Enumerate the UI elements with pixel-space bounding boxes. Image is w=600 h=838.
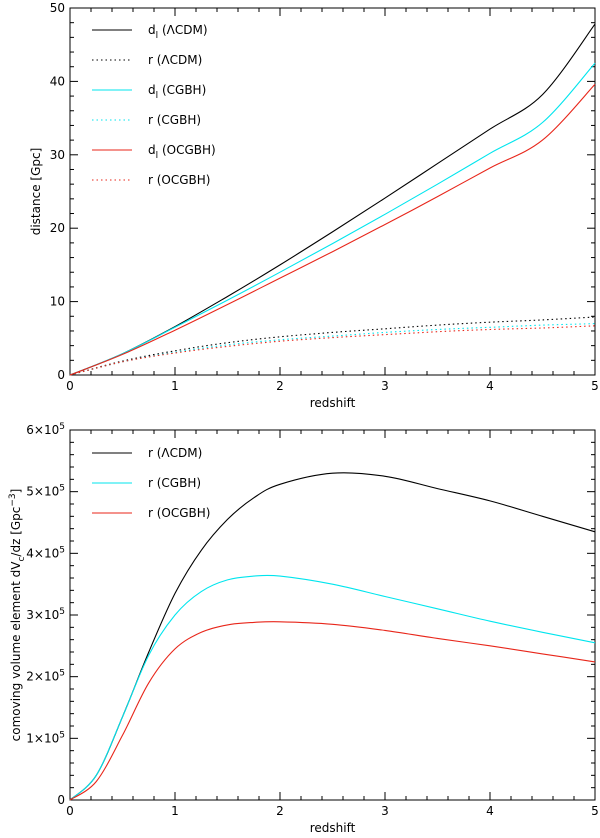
y-tick-label: 30 (50, 148, 65, 162)
y-tick-label: 6×105 (26, 422, 65, 437)
y-axis-title: comoving volume element dVc/dz [Gpc−3] (8, 489, 27, 742)
x-tick-label: 3 (381, 379, 389, 393)
y-tick-label: 2×105 (26, 669, 65, 684)
x-tick-label: 1 (171, 804, 179, 818)
y-tick-label: 3×105 (26, 607, 65, 622)
y-tick-label: 50 (50, 1, 65, 15)
y-tick-label: 0 (57, 793, 65, 807)
x-tick-label: 3 (381, 804, 389, 818)
series-line-3 (69, 323, 596, 376)
x-tick-label: 0 (66, 379, 74, 393)
y-tick-label: 4×105 (26, 545, 65, 560)
legend-label: r (CGBH) (148, 476, 201, 490)
legend-label: r (ΛCDM) (148, 53, 202, 67)
series-line-0 (69, 472, 596, 801)
series-line-5 (69, 325, 596, 376)
plot-frame (69, 7, 596, 376)
series-line-4 (69, 83, 596, 376)
y-tick-label: 1×105 (26, 730, 65, 745)
legend-label: dl (ΛCDM) (148, 23, 208, 41)
y-tick-label: 20 (50, 221, 65, 235)
series-line-0 (69, 23, 596, 376)
series-line-2 (69, 62, 596, 376)
legend-label: r (OCGBH) (148, 173, 211, 187)
y-axis-title: distance [Gpc] (29, 148, 43, 236)
x-tick-label: 4 (486, 379, 494, 393)
x-tick-label: 2 (276, 804, 284, 818)
y-tick-label: 5×105 (26, 484, 65, 499)
legend-label: dl (CGBH) (148, 83, 206, 101)
legend-label: dl (OCGBH) (148, 143, 216, 161)
legend-label: r (ΛCDM) (148, 446, 202, 460)
x-tick-label: 0 (66, 804, 74, 818)
series-line-1 (69, 316, 596, 376)
x-tick-label: 4 (486, 804, 494, 818)
x-tick-label: 5 (591, 379, 599, 393)
y-tick-label: 10 (50, 295, 65, 309)
x-tick-label: 1 (171, 379, 179, 393)
legend-label: r (CGBH) (148, 113, 201, 127)
series-line-2 (69, 621, 596, 801)
legend-label: r (OCGBH) (148, 506, 211, 520)
x-tick-label: 5 (591, 804, 599, 818)
x-axis-title: redshift (310, 396, 356, 410)
x-tick-label: 2 (276, 379, 284, 393)
series-line-1 (69, 574, 596, 801)
x-axis-title: redshift (310, 821, 356, 835)
y-tick-label: 40 (50, 74, 65, 88)
y-tick-label: 0 (57, 368, 65, 382)
volume-element-panel: 0 1 2 3 4 5 0 1×105 2×105 3×105 4×105 5×105 6×105 red… (8, 422, 599, 835)
